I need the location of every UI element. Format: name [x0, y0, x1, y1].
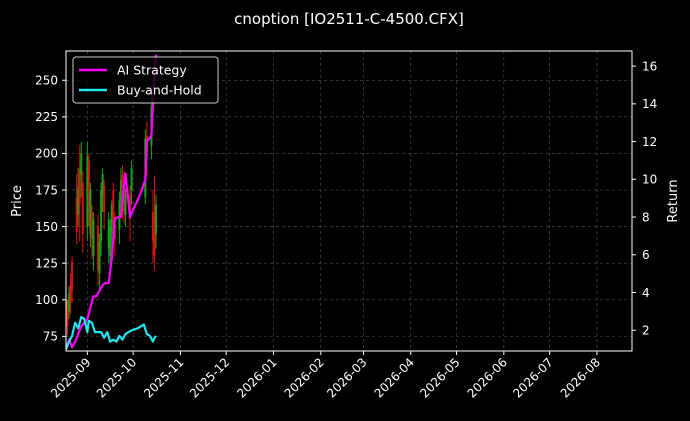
right-tick-label: 2 [642, 324, 650, 338]
right-tick-label: 4 [642, 286, 650, 300]
candle-body [153, 226, 156, 256]
candle-body [100, 190, 103, 242]
candle-body [71, 261, 74, 290]
right-tick-label: 10 [642, 173, 657, 187]
left-y-axis: 75 100 125 150 175 200 225 250 [35, 74, 66, 344]
legend-label-ai-strategy: AI Strategy [117, 63, 187, 78]
candle-body [86, 156, 89, 227]
legend-label-buy-and-hold: Buy-and-Hold [117, 83, 202, 98]
left-tick-label: 250 [35, 74, 58, 88]
chart-title: cnoption [IO2511-C-4500.CFX] [234, 10, 464, 28]
series-line-buy-and-hold [66, 315, 157, 350]
candle-body [97, 226, 100, 271]
left-tick-label: 125 [35, 256, 58, 270]
candle-body [155, 204, 158, 234]
left-tick-label: 175 [35, 183, 58, 197]
grid [66, 51, 632, 351]
left-tick-label: 100 [35, 293, 58, 307]
candle-body [68, 293, 71, 312]
left-tick-label: 75 [43, 330, 58, 344]
right-tick-label: 16 [642, 59, 657, 73]
candle-body [66, 307, 69, 327]
candle-body [103, 185, 106, 212]
candle-body [109, 226, 112, 256]
candle-body [124, 194, 127, 215]
left-tick-label: 200 [35, 147, 58, 161]
candle-body [121, 175, 124, 201]
candle-body [98, 241, 101, 274]
candle-body [119, 179, 122, 201]
left-tick-label: 150 [35, 220, 58, 234]
right-y-axis: 2 4 6 8 10 12 14 16 [632, 59, 657, 338]
candle-body [80, 153, 83, 176]
candle-body [101, 173, 104, 195]
candle-body [78, 168, 81, 205]
right-tick-label: 14 [642, 97, 657, 111]
candle-body [87, 160, 90, 205]
candle-body [89, 190, 92, 234]
candle-body [130, 168, 133, 191]
candle-body [75, 197, 78, 233]
candle-body [92, 219, 95, 256]
left-axis-label: Price [10, 185, 25, 217]
plot-frame [65, 50, 633, 352]
candle-body [118, 200, 121, 230]
series-line-ai-strategy [66, 54, 158, 350]
candle-body [69, 285, 72, 303]
candle-body [107, 219, 110, 249]
candle-body [151, 211, 154, 242]
left-tick-label: 225 [35, 110, 58, 124]
candle-body [110, 204, 113, 234]
right-axis-label: Return [666, 179, 681, 222]
right-tick-label: 12 [642, 135, 657, 149]
candle-body [77, 188, 80, 215]
candle-body [112, 190, 115, 227]
legend: AI Strategy Buy-and-Hold [72, 56, 219, 104]
series-lines [66, 54, 158, 350]
right-tick-label: 8 [642, 210, 650, 224]
legend-box [72, 56, 219, 104]
right-tick-label: 6 [642, 248, 650, 262]
candle-body [81, 182, 84, 234]
candle-body [90, 211, 93, 239]
